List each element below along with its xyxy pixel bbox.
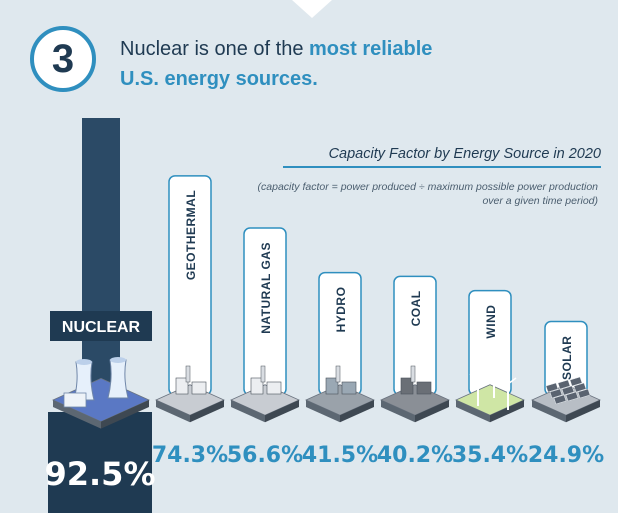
plant-building-icon <box>416 381 432 395</box>
geothermal-plant-icon-side-left <box>156 400 190 423</box>
category-label-wind: WIND <box>484 305 498 339</box>
data-label-coal: 40.2% <box>377 443 453 468</box>
data-label-natural-gas: 56.6% <box>227 443 303 468</box>
solar-farm-icon-side-right <box>566 400 600 423</box>
solar-panel-icon <box>553 394 567 405</box>
smokestack-icon <box>185 365 191 383</box>
reactor-building-icon <box>63 392 87 408</box>
headline: Nuclear is one of the most reliable U.S.… <box>120 34 590 94</box>
step-number-badge: 3 <box>30 26 96 92</box>
solar-farm-icon-side-left <box>532 400 566 423</box>
coal-plant-icon-side-right <box>415 400 449 423</box>
top-notch <box>292 0 332 18</box>
cooling-tower-icon <box>107 359 129 399</box>
category-label-nuclear: NUCLEAR <box>62 319 141 336</box>
category-label-geothermal: GEOTHERMAL <box>184 190 198 280</box>
turbine-blade <box>485 365 495 373</box>
smokestack-icon <box>260 365 266 383</box>
turbine-blade <box>469 373 479 381</box>
plant-building-icon <box>325 377 339 395</box>
plant-building-icon <box>266 381 282 395</box>
gas-plant-icon-side-right <box>265 400 299 423</box>
solar-panel-icon <box>577 388 591 399</box>
plant-building-icon <box>341 381 357 395</box>
chart-title: Capacity Factor by Energy Source in 2020 <box>283 146 601 168</box>
solar-panel-icon <box>549 388 563 399</box>
chart-note: (capacity factor = power produced ÷ maxi… <box>257 181 598 207</box>
solar-panel-icon <box>569 376 583 387</box>
cooling-tower-top <box>110 357 126 363</box>
smokestack-icon <box>335 365 341 383</box>
data-label-wind: 35.4% <box>452 443 528 468</box>
solar-panel-icon <box>561 385 575 396</box>
smokestack-icon <box>410 365 416 383</box>
plant-building-icon <box>175 377 189 395</box>
solar-panel-icon <box>573 382 587 393</box>
nuclear-plant-icon-side-right <box>101 400 149 429</box>
geothermal-plant-icon-side-right <box>190 400 224 423</box>
data-label-hydro: 41.5% <box>302 443 378 468</box>
category-label-coal: COAL <box>409 290 423 326</box>
solar-panel-icon <box>545 382 559 393</box>
solar-panel-icon <box>565 391 579 402</box>
step-number: 3 <box>51 36 75 81</box>
headline-plain: Nuclear is one of the <box>120 38 309 60</box>
category-label-solar: SOLAR <box>560 336 574 381</box>
plant-building-icon <box>191 381 207 395</box>
solar-panel-icon <box>557 379 571 390</box>
data-label-geothermal: 74.3% <box>152 443 228 468</box>
plant-building-icon <box>400 377 414 395</box>
data-label-solar: 24.9% <box>528 443 604 468</box>
category-label-box-nuclear <box>50 311 152 341</box>
turbine-blade <box>493 365 503 373</box>
cooling-tower-top <box>76 359 92 365</box>
headline-bold-1: most reliable <box>309 38 433 60</box>
data-label-nuclear: 92.5% <box>44 455 155 493</box>
wind-farm-icon-side-left <box>456 400 490 423</box>
category-label-hydro: HYDRO <box>334 287 348 333</box>
headline-bold-2: U.S. energy sources. <box>120 68 318 90</box>
hydro-dam-icon-side-right <box>340 400 374 423</box>
plant-building-icon <box>250 377 264 395</box>
turbine-blade <box>507 377 517 385</box>
coal-plant-icon-side-left <box>381 400 415 423</box>
turbine-blade <box>477 373 487 381</box>
gas-plant-icon-side-left <box>231 400 265 423</box>
hydro-dam-icon-side-left <box>306 400 340 423</box>
value-block-nuclear <box>48 412 152 513</box>
turbine-blade <box>499 377 509 385</box>
wind-farm-icon-side-right <box>490 400 524 423</box>
category-label-natural-gas: NATURAL GAS <box>259 242 273 334</box>
